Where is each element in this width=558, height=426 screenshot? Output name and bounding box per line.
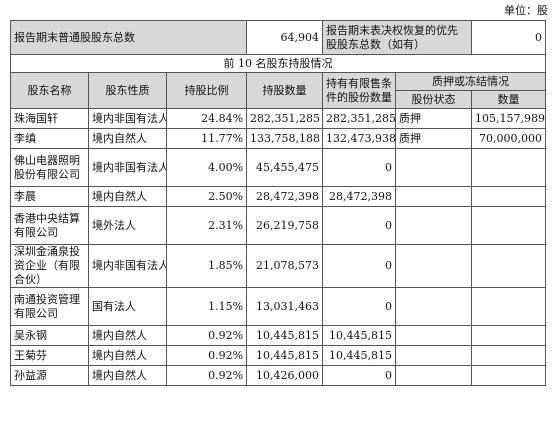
shareholder-nature: 境内自然人 [88, 345, 167, 366]
restricted-quantity: 0 [322, 287, 397, 326]
summary-row: 报告期末普通股股东总数 64,904 报告期末表决权恢复的优先股股东总数（如有）… [9, 20, 547, 55]
preferred-holders-label: 报告期末表决权恢复的优先股股东总数（如有） [322, 20, 473, 55]
shareholder-nature: 境内非国有法人 [88, 148, 167, 187]
shareholder-nature: 境内自然人 [88, 186, 167, 207]
shareholder-nature: 境内自然人 [88, 365, 167, 386]
pledge-quantity [471, 206, 547, 245]
shareholder-name: 珠海国轩 [10, 108, 89, 129]
shareholder-nature: 国有法人 [88, 287, 167, 326]
pledge-quantity: 70,000,000 [471, 128, 547, 149]
table-row: 香港中央结算有限公司 境外法人 2.31% 26,219,758 0 [10, 206, 547, 245]
pledge-quantity: 105,157,989 [471, 108, 547, 129]
shareholder-name: 孙益源 [10, 365, 89, 386]
pledge-quantity [471, 365, 547, 386]
holding-ratio: 2.31% [165, 206, 248, 245]
holding-ratio: 0.92% [165, 325, 248, 346]
restricted-quantity: 10,445,815 [322, 325, 397, 346]
shareholder-name: 吴永钢 [10, 325, 89, 346]
shareholder-nature: 境内自然人 [88, 325, 167, 346]
table-row: 李晨 境内自然人 2.50% 28,472,398 28,472,398 [10, 186, 547, 207]
pledge-status [395, 365, 473, 386]
header-nature: 股东性质 [88, 72, 167, 109]
shareholder-name: 李晨 [10, 186, 89, 207]
pledge-status [395, 186, 473, 207]
unit-label: 单位：股 [504, 4, 548, 17]
section-title-row: 前 10 名股东持股情况 [9, 54, 547, 73]
preferred-holders-value: 0 [471, 20, 547, 55]
holding-ratio: 1.15% [165, 287, 248, 326]
pledge-quantity [471, 325, 547, 346]
holding-quantity: 10,445,815 [246, 345, 324, 366]
shareholder-nature: 境内自然人 [88, 128, 167, 149]
table-row: 王菊芬 境内自然人 0.92% 10,445,815 10,445,815 [10, 345, 547, 366]
restricted-quantity: 0 [322, 365, 397, 386]
pledge-quantity [471, 148, 547, 187]
restricted-quantity: 0 [322, 244, 397, 288]
holding-ratio: 4.00% [165, 148, 248, 187]
holding-ratio: 0.92% [165, 345, 248, 366]
holding-quantity: 21,078,573 [246, 244, 324, 288]
section-title: 前 10 名股东持股情况 [9, 54, 547, 73]
shareholder-name: 南通投资管理有限公司 [10, 287, 89, 326]
holding-quantity: 28,472,398 [246, 186, 324, 207]
shareholder-nature: 境内非国有法人 [88, 244, 167, 288]
holding-quantity: 282,351,285 [246, 108, 324, 129]
header-restricted: 持有有限售条件的股份数量 [322, 72, 397, 109]
header-pledge-status: 股份状态 [395, 90, 473, 109]
holding-quantity: 13,031,463 [246, 287, 324, 326]
pledge-status [395, 244, 473, 288]
pledge-status [395, 287, 473, 326]
pledge-status [395, 325, 473, 346]
holding-quantity: 133,758,188 [246, 128, 324, 149]
holding-ratio: 2.50% [165, 186, 248, 207]
pledge-quantity [471, 186, 547, 207]
header-row-1: 股东名称 股东性质 持股比例 持股数量 持有有限售条件的股份数量 质押或冻结情况 [10, 72, 547, 109]
pledge-status: 质押 [395, 108, 473, 129]
restricted-quantity: 0 [322, 148, 397, 187]
table-row: 李缜 境内自然人 11.77% 133,758,188 132,473,938 质押 70,… [10, 128, 547, 149]
holding-quantity: 10,426,000 [246, 365, 324, 386]
table-row: 吴永钢 境内自然人 0.92% 10,445,815 10,445,815 [10, 325, 547, 346]
table-row: 珠海国轩 境内非国有法人 24.84% 282,351,285 282,351,285 质… [10, 108, 547, 129]
shareholder-name: 李缜 [10, 128, 89, 149]
pledge-status [395, 206, 473, 245]
header-pledge-quantity: 数量 [471, 90, 547, 109]
header-row-2: 股份状态 数量 [11, 90, 547, 109]
table-row: 南通投资管理有限公司 国有法人 1.15% 13,031,463 0 [10, 287, 547, 326]
common-holders-label: 报告期末普通股股东总数 [9, 20, 248, 55]
common-holders-value: 64,904 [246, 20, 324, 55]
restricted-quantity: 282,351,285 [322, 108, 397, 129]
holding-ratio: 11.77% [165, 128, 248, 149]
restricted-quantity: 0 [322, 206, 397, 245]
holding-quantity: 26,219,758 [246, 206, 324, 245]
shareholder-name: 佛山电器照明股份有限公司 [10, 148, 89, 187]
shareholder-table: 报告期末普通股股东总数 64,904 报告期末表决权恢复的优先股股东总数（如有）… [9, 20, 547, 386]
pledge-quantity [471, 244, 547, 288]
pledge-status: 质押 [395, 128, 473, 149]
pledge-quantity [471, 345, 547, 366]
holding-ratio: 1.85% [165, 244, 248, 288]
pledge-quantity [471, 287, 547, 326]
shareholder-nature: 境外法人 [88, 206, 167, 245]
holding-quantity: 45,455,475 [246, 148, 324, 187]
shareholder-nature: 境内非国有法人 [88, 108, 167, 129]
header-quantity: 持股数量 [246, 72, 324, 109]
table-row: 深圳金涌泉投资企业（有限合伙） 境内非国有法人 1.85% 21,078,573 0 [10, 244, 547, 288]
shareholder-name: 香港中央结算有限公司 [10, 206, 89, 245]
shareholder-name: 王菊芬 [10, 345, 89, 366]
pledge-status [395, 345, 473, 366]
holding-quantity: 10,445,815 [246, 325, 324, 346]
restricted-quantity: 10,445,815 [322, 345, 397, 366]
pledge-status [395, 148, 473, 187]
holding-ratio: 0.92% [165, 365, 248, 386]
header-pledge-group: 质押或冻结情况 [395, 72, 547, 91]
holding-ratio: 24.84% [165, 108, 248, 129]
restricted-quantity: 132,473,938 [322, 128, 397, 149]
table-row: 佛山电器照明股份有限公司 境内非国有法人 4.00% 45,455,475 0 [10, 148, 547, 187]
shareholder-name: 深圳金涌泉投资企业（有限合伙） [10, 244, 89, 288]
header-name: 股东名称 [10, 72, 89, 109]
header-ratio: 持股比例 [165, 72, 248, 109]
restricted-quantity: 28,472,398 [322, 186, 397, 207]
table-row: 孙益源 境内自然人 0.92% 10,426,000 0 [10, 365, 547, 386]
